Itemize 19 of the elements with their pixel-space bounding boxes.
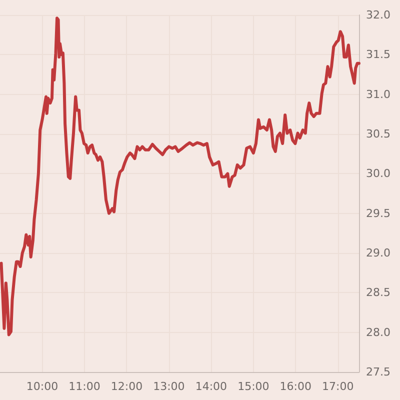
y-tick-label: 28.0 (366, 326, 390, 339)
x-tick-label: 13:00 (153, 380, 185, 393)
y-tick-label: 30.0 (366, 167, 390, 180)
line-series (0, 16, 360, 336)
y-tick-label: 28.5 (366, 286, 390, 300)
x-tick-label: 12:00 (110, 380, 143, 393)
y-tick-label: 31.5 (366, 48, 390, 62)
y-tick-label: 29.0 (366, 246, 390, 260)
y-tick-label: 32.0 (366, 8, 390, 22)
y-tick-label: 27.5 (366, 366, 390, 378)
x-tick-label: 16:00 (280, 380, 312, 393)
x-tick-label: 17:00 (322, 380, 354, 393)
y-tick-label: 31.0 (366, 88, 390, 101)
y-tick-label: 29.5 (366, 206, 390, 220)
x-tick-label: 14:00 (195, 380, 228, 393)
x-tick-label: 10:00 (26, 380, 58, 393)
x-tick-label: 11:00 (68, 380, 100, 393)
y-tick-label: 30.5 (366, 128, 390, 140)
x-tick-label: 15:00 (238, 380, 270, 393)
